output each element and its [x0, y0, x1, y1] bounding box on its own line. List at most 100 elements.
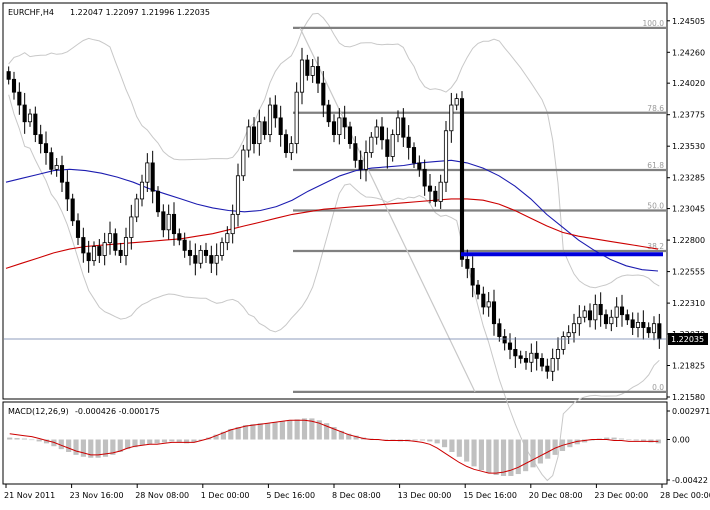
- candle-body: [203, 249, 209, 256]
- candle-body: [641, 322, 646, 328]
- candle-body: [523, 358, 529, 363]
- candle-body: [491, 301, 497, 325]
- candle-body: [449, 104, 454, 132]
- macd-histogram-bar: [515, 439, 521, 475]
- macd-histogram-bar: [66, 439, 72, 452]
- macd-histogram-bar: [324, 423, 330, 440]
- candle-body: [545, 365, 550, 372]
- macd-histogram-bar: [58, 439, 64, 450]
- fib-level-label: 100.0: [643, 19, 665, 28]
- candle-body: [427, 185, 433, 192]
- candle-body: [49, 152, 54, 170]
- candle-body: [486, 301, 491, 308]
- candle-body: [630, 319, 635, 328]
- candle-body: [342, 117, 347, 128]
- macd-histogram-bar: [176, 439, 182, 443]
- macd-histogram-bar: [161, 439, 168, 443]
- candle-body: [289, 143, 294, 154]
- candle-body: [481, 293, 486, 308]
- candle-body: [166, 213, 171, 231]
- fib-trend-line: [299, 27, 476, 393]
- macd-histogram-bar: [265, 423, 271, 440]
- macd-histogram-bar: [191, 439, 197, 443]
- candle-body: [577, 316, 582, 325]
- candle-body: [587, 310, 593, 321]
- candle-body: [395, 117, 401, 136]
- candle-body: [155, 190, 161, 213]
- candle-body: [22, 104, 27, 123]
- candle-body: [593, 303, 598, 321]
- candle-body: [27, 113, 33, 123]
- candle-body: [379, 126, 385, 141]
- candle-body: [278, 117, 283, 136]
- time-tick-label: 13 Dec 00:00: [398, 491, 452, 500]
- macd-histogram-bar: [95, 439, 101, 458]
- macd-histogram-bar: [7, 437, 13, 440]
- candle-body: [86, 252, 91, 262]
- time-tick-label: 23 Dec 00:00: [594, 491, 648, 500]
- candle-body: [598, 303, 603, 316]
- macd-histogram-bar: [552, 439, 558, 455]
- candle-body: [134, 198, 139, 218]
- macd-histogram-bar: [523, 439, 529, 472]
- candle-body: [198, 249, 203, 264]
- candle-body: [465, 258, 470, 269]
- macd-label: MACD(12,26,9): [8, 407, 69, 416]
- candle-body: [123, 237, 129, 256]
- macd-histogram-bar: [493, 439, 499, 476]
- candle-body: [550, 358, 555, 372]
- candle-body: [390, 134, 395, 157]
- price-tick-label: 1.23530: [672, 142, 705, 151]
- price-tick-label: 1.24505: [672, 17, 705, 26]
- fib-level-label: 0.0: [652, 383, 664, 392]
- fib-level-label: 61.8: [647, 161, 664, 170]
- macd-histogram-bar: [618, 438, 625, 440]
- price-axis: 1.24505 1.24260 1.24020 1.23775 1.23530 1.232…: [667, 17, 705, 402]
- macd-histogram-bar: [73, 439, 79, 455]
- candle-body: [454, 98, 459, 106]
- candle-body: [118, 249, 123, 256]
- candle-body: [651, 323, 657, 334]
- price-tick-label: 1.23045: [672, 205, 705, 214]
- main-plot-frame: [2, 2, 668, 400]
- candle-body: [337, 117, 342, 136]
- symbol-label: EURCHF,H4: [8, 8, 54, 17]
- candle-body: [470, 267, 475, 286]
- macd-histogram-bar: [316, 420, 322, 440]
- candle-body: [635, 322, 641, 328]
- candle-body: [331, 121, 337, 136]
- candle-body: [6, 71, 11, 80]
- price-tick-label: 1.22555: [672, 268, 705, 277]
- macd-histogram-bar: [530, 439, 536, 468]
- time-tick-label: 28 Dec 00:00: [660, 491, 710, 500]
- candle-body: [97, 246, 102, 256]
- fib-level-label: 50.0: [647, 202, 664, 211]
- macd-histogram-bar: [139, 439, 145, 446]
- candle-body: [273, 104, 278, 119]
- moving-average-line: [5, 159, 659, 272]
- macd-histogram-bar: [626, 439, 632, 441]
- time-tick-label: 5 Dec 16:00: [266, 491, 315, 500]
- macd-histogram-bar: [655, 439, 661, 444]
- candle-body: [534, 352, 539, 359]
- macd-histogram-bar: [309, 418, 315, 440]
- macd-tick-label: 0.00: [672, 436, 690, 445]
- candle-body: [129, 216, 134, 238]
- candle-body: [315, 66, 321, 84]
- candle-body: [182, 239, 187, 251]
- fibonacci-retracement: 100.0 78.6 61.8 50.0 38.2 0.0: [293, 19, 666, 393]
- candle-body: [401, 117, 406, 138]
- candle-body: [230, 213, 235, 235]
- macd-tick-label: 0.002971: [672, 407, 710, 416]
- macd-histogram-bar: [36, 439, 42, 442]
- macd-histogram-bar: [154, 439, 160, 444]
- candle-body: [358, 159, 363, 170]
- candle-body: [417, 162, 422, 170]
- candle-body: [59, 165, 65, 183]
- macd-histogram-bar: [250, 424, 256, 440]
- candle-body: [113, 233, 118, 251]
- macd-histogram-bar: [220, 431, 227, 440]
- macd-histogram-bar: [29, 439, 35, 441]
- candle-body: [603, 314, 609, 325]
